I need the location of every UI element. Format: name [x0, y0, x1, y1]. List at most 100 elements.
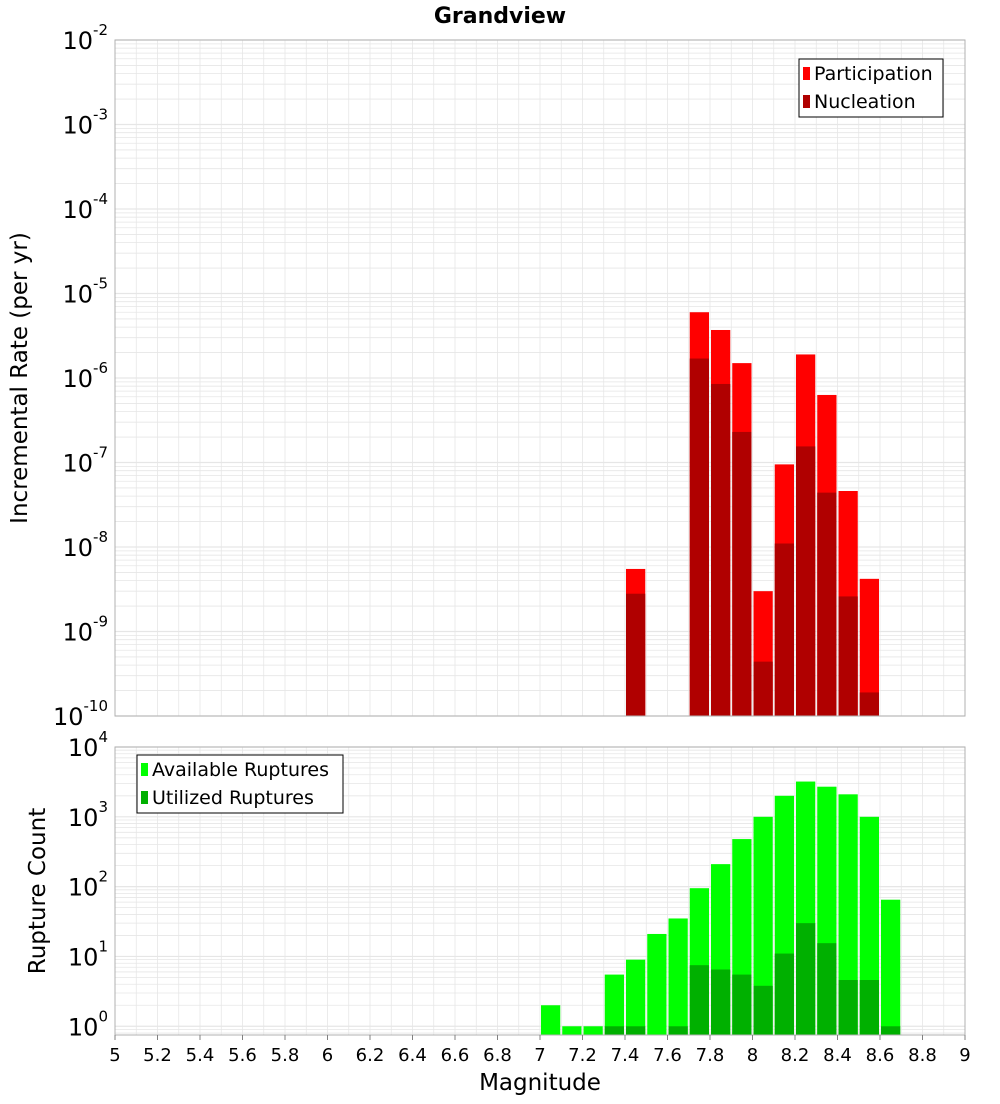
y-tick-label: 10-8 [62, 528, 108, 562]
legend-box [136, 754, 344, 814]
x-tick-label: 6.4 [398, 1045, 427, 1066]
x-tick-label: 7 [534, 1045, 545, 1066]
nucleation-bar [753, 661, 773, 716]
y-tick-base: 10 [68, 734, 99, 762]
y-tick-exponent: -7 [93, 444, 108, 462]
y-tick-base: 10 [68, 943, 99, 971]
y-tick-base: 10 [62, 281, 93, 309]
x-tick-label: 6.8 [483, 1045, 512, 1066]
available-bar [583, 1026, 603, 1035]
y-tick-label: 10-9 [62, 613, 108, 647]
rate-panel: 10-1010-910-810-710-610-510-410-310-2Inc… [7, 21, 966, 731]
legend-swatch [803, 67, 810, 80]
y-tick-base: 10 [68, 804, 99, 832]
utilized-bar [838, 980, 858, 1035]
y-tick-base: 10 [62, 365, 93, 393]
nucleation-bar [732, 431, 752, 716]
y-tick-exponent: 2 [98, 868, 108, 886]
nucleation-bar [817, 492, 837, 716]
available-bar [604, 974, 624, 1035]
y-tick-base: 10 [62, 112, 93, 140]
legend-label: Available Ruptures [152, 759, 329, 781]
utilized-bar [732, 974, 752, 1035]
x-tick-label: 5 [109, 1045, 120, 1066]
x-tick-label: 7.2 [568, 1045, 597, 1066]
y-tick-label: 100 [68, 1007, 108, 1041]
x-tick-label: 5.4 [186, 1045, 215, 1066]
y-tick-label: 10-10 [53, 697, 108, 731]
y-tick-exponent: -6 [93, 359, 108, 377]
y-tick-exponent: -10 [84, 697, 109, 715]
x-tick-label: 6.2 [356, 1045, 385, 1066]
y-tick-base: 10 [68, 874, 99, 902]
y-tick-label: 101 [68, 937, 108, 971]
x-tick-label: 7.4 [611, 1045, 640, 1066]
utilized-bar [774, 953, 794, 1035]
x-tick-label: 6 [322, 1045, 333, 1066]
y-tick-exponent: -4 [93, 190, 108, 208]
available-bar [647, 933, 667, 1035]
y-tick-exponent: -2 [93, 21, 108, 39]
y-tick-exponent: 0 [98, 1007, 108, 1025]
x-tick-label: 7.6 [653, 1045, 682, 1066]
legend-swatch [141, 791, 148, 804]
x-axis: 5 5.2 5.4 5.6 5.8 6 6.2 6.4 6.6 6.8 7 7.2 7.4 7.6 7.8 8… [109, 1035, 971, 1066]
x-tick-label: 7.8 [696, 1045, 725, 1066]
utilized-bar [626, 1026, 646, 1035]
y-tick-label: 103 [68, 798, 108, 832]
y-tick-base: 10 [62, 619, 93, 647]
nucleation-bar [859, 692, 879, 716]
x-tick-label: 5.6 [228, 1045, 257, 1066]
x-tick-label: 9 [959, 1045, 970, 1066]
available-bar [541, 1005, 561, 1035]
utilized-bar [817, 943, 837, 1035]
legend-label: Participation [814, 63, 933, 85]
nucleation-bar [626, 593, 646, 716]
x-tick-label: 8.2 [781, 1045, 810, 1066]
plot-frame [114, 39, 966, 717]
y-tick-label: 10-7 [62, 444, 108, 478]
y-tick-label: 104 [68, 728, 108, 762]
legend-box [798, 58, 944, 118]
participation-bar [859, 578, 879, 716]
x-tick-label: 8.4 [823, 1045, 852, 1066]
available-bar [562, 1026, 582, 1035]
x-tick-label: 5.2 [143, 1045, 172, 1066]
utilized-bar [604, 1026, 624, 1035]
utilized-bar [689, 965, 709, 1035]
chart-title: Grandview [434, 4, 566, 29]
y-tick-label: 10-4 [62, 190, 108, 224]
y-tick-exponent: -3 [93, 106, 108, 124]
utilized-bar [796, 923, 816, 1035]
available-bar [838, 794, 858, 1035]
y-tick-exponent: 4 [98, 728, 108, 746]
utilized-bar [881, 1026, 901, 1035]
y-tick-base: 10 [53, 703, 84, 731]
legend-label: Utilized Ruptures [152, 787, 314, 809]
x-tick-label: 5.8 [271, 1045, 300, 1066]
y-tick-label: 102 [68, 868, 108, 902]
y-tick-exponent: -8 [93, 528, 108, 546]
legend-swatch [803, 95, 810, 108]
y-tick-exponent: 3 [98, 798, 108, 816]
legend-swatch [141, 763, 148, 776]
y-tick-label: 10-2 [62, 21, 108, 55]
x-tick-label: 8.8 [908, 1045, 937, 1066]
available-bar [626, 959, 646, 1035]
y-tick-base: 10 [62, 450, 93, 478]
x-tick-label: 6.6 [441, 1045, 470, 1066]
y-tick-exponent: -9 [93, 613, 108, 631]
utilized-bar [753, 985, 773, 1035]
legend-label: Nucleation [814, 91, 916, 113]
utilized-bar [711, 969, 731, 1035]
y-tick-exponent: -5 [93, 275, 108, 293]
y-tick-label: 10-3 [62, 106, 108, 140]
utilized-bar [668, 1026, 688, 1035]
x-tick-label: 8.6 [866, 1045, 895, 1066]
y-tick-base: 10 [62, 534, 93, 562]
y-tick-base: 10 [62, 196, 93, 224]
x-axis-title: Magnitude [479, 1070, 601, 1096]
utilized-bar [859, 980, 879, 1035]
